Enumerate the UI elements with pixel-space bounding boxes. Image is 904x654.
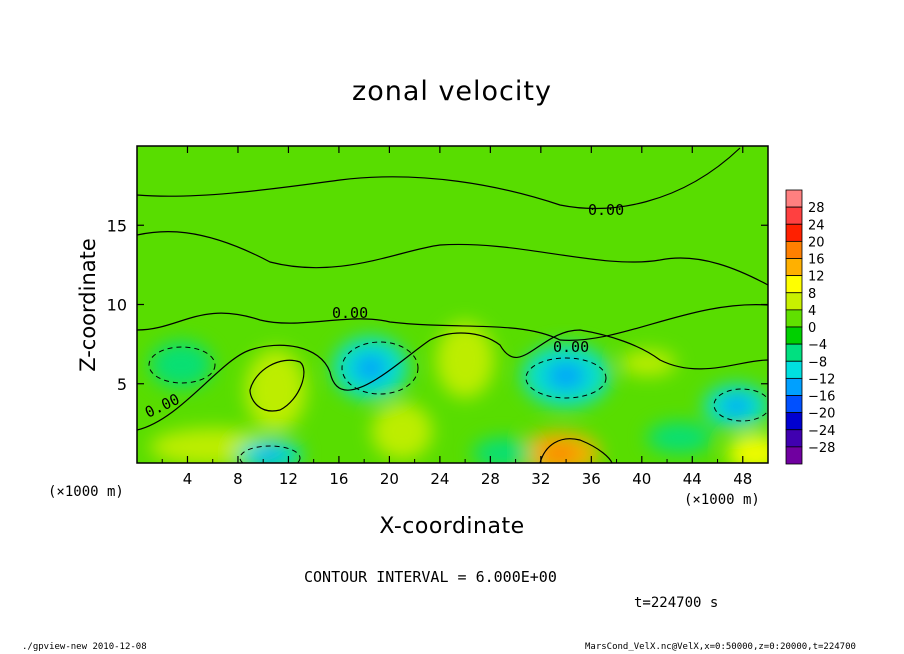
colorbar-label--20: −20 (808, 407, 835, 422)
x-tick-label-44: 44 (683, 470, 702, 488)
field-blob-8 (149, 340, 213, 389)
chart-title: zonal velocity (352, 76, 552, 107)
colorbar-label-24: 24 (808, 218, 825, 233)
field-blob-core-10 (546, 361, 586, 391)
colorbar-label-0: 0 (808, 321, 816, 336)
colorbar-band-12 (785, 377, 803, 396)
x-axis-label: X-coordinate (379, 514, 525, 539)
y-axis-ticks: 5 10 15 (107, 216, 768, 394)
x-unit-label-right: (×1000 m) (684, 492, 760, 508)
colorbar-label-12: 12 (808, 270, 825, 285)
colorbar-band-11 (785, 360, 803, 379)
contour-positive-left (249, 359, 305, 412)
field-blob-2 (245, 348, 307, 432)
x-tick-label-24: 24 (430, 470, 449, 488)
x-unit-label-left: (×1000 m) (48, 484, 124, 500)
contour-zero-lower (137, 304, 768, 341)
x-tick-label-28: 28 (481, 470, 500, 488)
x-tick-label-40: 40 (632, 470, 651, 488)
field-blob-4 (436, 321, 495, 399)
field-blob-core-5 (541, 443, 578, 463)
field-blob-core-11 (721, 395, 752, 416)
x-tick-label-32: 32 (531, 470, 550, 488)
field-blob-core-12 (254, 447, 285, 463)
x-tick-label-36: 36 (582, 470, 601, 488)
contour-lines (137, 147, 768, 463)
field-blob-core-9 (353, 353, 388, 383)
colorbar-label--4: −4 (808, 338, 827, 353)
field-blob-7 (620, 350, 676, 376)
x-tick-label-16: 16 (329, 470, 348, 488)
colorbar-band-1 (785, 189, 803, 208)
colorbar-label-20: 20 (808, 235, 825, 250)
colorbar-label--16: −16 (808, 390, 835, 405)
colorbar-band-2 (785, 206, 803, 225)
x-tick-label-48: 48 (733, 470, 752, 488)
contour-negative-2 (341, 341, 419, 395)
footer-right: MarsCond_VelX.nc@VelX,x=0:50000,z=0:2000… (585, 642, 856, 652)
contour-zero-mid (137, 230, 768, 286)
plot-area: 0.00 0.00 0.00 0.00 (136, 145, 769, 464)
x-tick-label-4: 4 (183, 470, 193, 488)
y-tick-label-5: 5 (117, 375, 127, 394)
field-blob-6 (727, 434, 768, 463)
field-blob-14 (646, 421, 713, 454)
colorbar-label--28: −28 (808, 441, 835, 456)
colorbar-band-4 (785, 240, 803, 259)
colorbar-label-28: 28 (808, 201, 825, 216)
y-tick-label-15: 15 (107, 216, 127, 235)
colorbar-band-16 (785, 446, 803, 465)
contour-label-1: 0.00 (588, 201, 624, 219)
contour-zero-upper (137, 147, 741, 209)
colorbar-band-10 (785, 343, 803, 362)
footer-left: ./gpview-new 2010-12-08 (22, 642, 147, 652)
colorbar-band-7 (785, 292, 803, 311)
colorbar-label--8: −8 (808, 355, 827, 370)
colorbar-band-6 (785, 275, 803, 294)
colorbar: 28 24 20 16 12 8 4 0 −4 −8 −12 −16 −20 −24 −28 (785, 189, 835, 465)
x-axis-ticks: 4 8 12 16 20 24 28 32 36 40 44 48 (161, 146, 752, 488)
colorbar-label-8: 8 (808, 287, 816, 302)
colorbar-band-8 (785, 309, 803, 328)
contour-negative-1 (148, 346, 216, 384)
contour-negative-5 (239, 445, 301, 463)
plot-background (137, 146, 768, 463)
colorbar-band-5 (785, 258, 803, 277)
contour-label-2: 0.00 (332, 304, 368, 322)
contour-positive-bottom (539, 438, 613, 463)
x-tick-label-8: 8 (233, 470, 243, 488)
colorbar-band-3 (785, 223, 803, 242)
colorbar-label--12: −12 (808, 372, 835, 387)
colorbar-band-15 (785, 429, 803, 448)
y-tick-label-10: 10 (107, 296, 127, 315)
x-tick-label-12: 12 (279, 470, 298, 488)
contour-interval-label: CONTOUR INTERVAL = 6.000E+00 (304, 568, 557, 586)
contour-zero-bottom (137, 329, 768, 431)
field-blob-3 (371, 402, 433, 460)
field-blob-13 (472, 437, 534, 463)
colorbar-label--24: −24 (808, 424, 835, 439)
colorbar-band-9 (785, 326, 803, 345)
negative-contours (148, 341, 768, 463)
time-label: t=224700 s (634, 595, 719, 611)
colorbar-band-14 (785, 412, 803, 431)
contour-negative-3 (525, 357, 607, 399)
colorbar-label-16: 16 (808, 253, 825, 268)
colorbar-band-13 (785, 395, 803, 414)
field-blobs (149, 321, 768, 463)
x-tick-label-20: 20 (380, 470, 399, 488)
colorbar-label-4: 4 (808, 304, 816, 319)
contour-label-3: 0.00 (553, 338, 589, 356)
